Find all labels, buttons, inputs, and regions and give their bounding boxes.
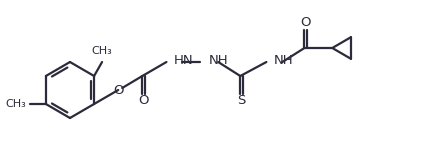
Text: HN: HN [173, 55, 193, 67]
Text: O: O [138, 95, 149, 107]
Text: CH₃: CH₃ [5, 99, 26, 109]
Text: S: S [237, 95, 246, 107]
Text: NH: NH [209, 55, 229, 67]
Text: CH₃: CH₃ [92, 46, 112, 56]
Text: O: O [300, 17, 311, 29]
Text: O: O [113, 83, 124, 97]
Text: NH: NH [274, 55, 293, 67]
